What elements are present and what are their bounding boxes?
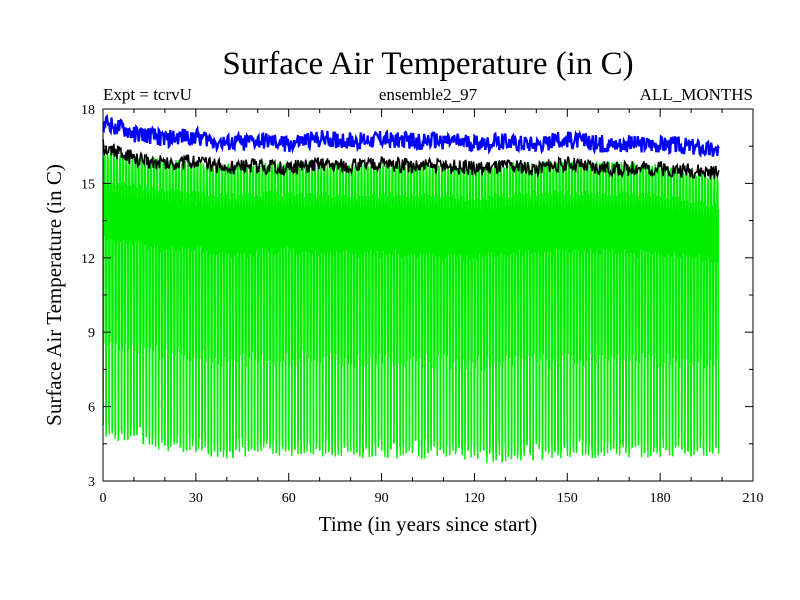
y-tick-label: 3: [88, 475, 95, 490]
y-tick-label: 6: [88, 401, 95, 416]
series-blue-upper: [102, 113, 720, 158]
x-tick-label: 120: [464, 491, 485, 506]
x-tick-label: 210: [743, 491, 764, 506]
x-tick-label: 180: [650, 491, 671, 506]
series-black-mean: [102, 139, 720, 180]
y-axis-label: Surface Air Temperature (in C): [42, 164, 66, 426]
x-axis-label: Time (in years since start): [319, 512, 538, 536]
y-tick-label: 9: [88, 326, 95, 341]
y-tick-label: 12: [81, 252, 95, 267]
x-tick-label: 30: [189, 491, 203, 506]
subtitle-months: ALL_MONTHS: [640, 85, 753, 104]
axes: 0 30 60 90 120 150 180 210 3 6 9 12 15 18: [81, 103, 764, 506]
x-tick-label: 60: [282, 491, 296, 506]
series-group: [102, 113, 720, 464]
subtitle-ensemble: ensemble2_97: [379, 85, 478, 104]
y-tick-label: 15: [81, 177, 95, 192]
x-tick-label: 90: [375, 491, 389, 506]
x-tick-label: 150: [557, 491, 578, 506]
x-tick-label: 0: [100, 491, 107, 506]
subtitle-experiment: Expt = tcrvU: [103, 85, 192, 104]
y-tick-label: 18: [81, 103, 95, 118]
chart-title: Surface Air Temperature (in C): [222, 46, 633, 82]
